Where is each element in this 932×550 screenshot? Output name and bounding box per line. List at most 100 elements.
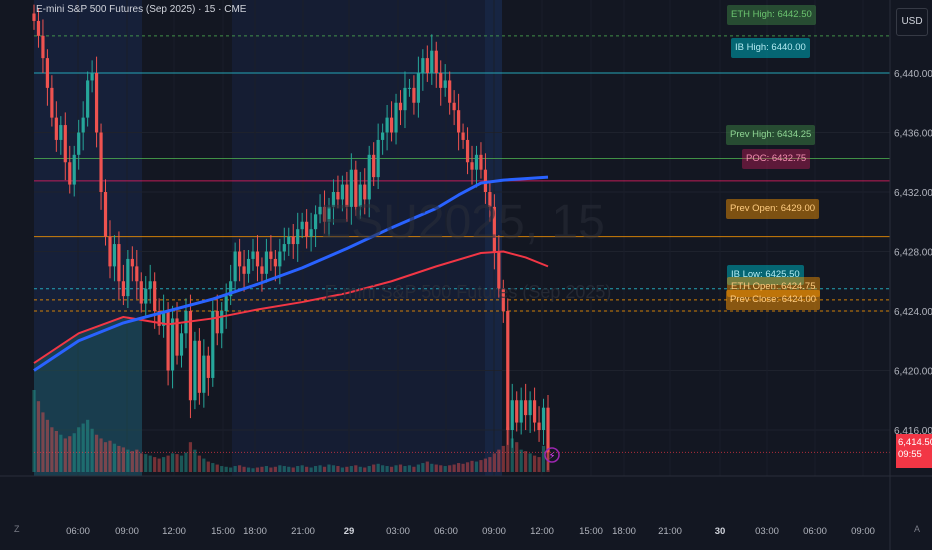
- volume-bar: [443, 466, 447, 472]
- volume-bar: [32, 390, 36, 472]
- candle-body: [296, 229, 300, 245]
- volume-bar: [233, 466, 237, 472]
- volume-bar: [515, 442, 519, 472]
- candle-body: [260, 266, 264, 274]
- candle-body: [94, 73, 99, 133]
- candle-body: [255, 251, 260, 267]
- volume-bar: [541, 445, 546, 472]
- candle-body: [546, 407, 550, 453]
- volume-bar: [68, 436, 72, 472]
- volume-bar: [448, 465, 452, 472]
- volume-bar: [103, 442, 108, 472]
- volume-bar: [94, 434, 99, 472]
- alert-icon[interactable]: ⚡: [544, 447, 560, 463]
- volume-bar: [36, 401, 41, 472]
- volume-bar: [135, 449, 139, 472]
- candle-body: [148, 281, 152, 289]
- volume-bar: [470, 460, 474, 472]
- candle-body: [519, 400, 523, 423]
- time-tick: 29: [344, 526, 355, 537]
- candle-body: [121, 281, 125, 297]
- candle-body: [398, 102, 403, 111]
- candle-body: [407, 87, 412, 89]
- candle-body: [63, 125, 67, 163]
- candle-body: [416, 73, 420, 103]
- volume-bar: [322, 466, 327, 472]
- candle-body: [394, 102, 398, 133]
- volume-bar: [354, 465, 358, 472]
- volume-bar: [41, 412, 45, 472]
- volume-bar: [474, 461, 479, 472]
- candle-body: [157, 311, 161, 326]
- volume-bar: [497, 449, 501, 472]
- candle-body: [300, 221, 304, 230]
- candle-body: [162, 311, 166, 326]
- candle-body: [425, 58, 429, 73]
- volume-bar: [403, 466, 407, 472]
- volume-bar: [211, 463, 215, 472]
- volume-bar: [197, 455, 201, 472]
- volume-bar: [273, 466, 277, 472]
- candle-body: [515, 400, 519, 423]
- volume-bar: [537, 457, 541, 472]
- level-label: Prev Open: 6429.00: [726, 199, 820, 219]
- volume-bar: [318, 465, 322, 472]
- volume-bar: [99, 438, 103, 472]
- volume-bar: [372, 464, 376, 472]
- volume-bar: [260, 466, 264, 472]
- volume-bar: [519, 449, 523, 472]
- volume-bar: [394, 465, 398, 472]
- candle-body: [474, 154, 479, 170]
- candle-body: [372, 154, 376, 178]
- candle-body: [305, 221, 309, 237]
- volume-bar: [264, 466, 269, 472]
- candle-body: [412, 87, 416, 103]
- volume-bar: [389, 466, 394, 472]
- candle-body: [269, 251, 273, 259]
- volume-bar: [246, 467, 251, 472]
- candle-body: [524, 400, 528, 416]
- price-tick: 6,424.00: [894, 307, 932, 318]
- time-tick: 09:00: [482, 526, 506, 537]
- time-tick: 03:00: [755, 526, 779, 537]
- candle-body: [376, 139, 380, 178]
- volume-bar: [412, 466, 416, 472]
- volume-bar: [175, 454, 179, 472]
- volume-bar: [255, 467, 260, 472]
- currency-button[interactable]: USD: [896, 8, 928, 36]
- volume-bar: [345, 466, 349, 472]
- candle-body: [287, 236, 291, 245]
- volume-bar: [193, 449, 197, 472]
- volume-bar: [153, 457, 157, 472]
- ema-area-fill: [34, 316, 142, 476]
- volume-bar: [282, 466, 286, 472]
- candle-body: [36, 20, 41, 36]
- volume-bar: [425, 461, 429, 472]
- timezone-button[interactable]: Z: [14, 524, 20, 534]
- last-price-value: 6,414.50: [898, 437, 932, 448]
- candle-body: [251, 251, 255, 259]
- volume-bar: [434, 464, 438, 472]
- candle-body: [238, 251, 242, 267]
- volume-bar: [90, 428, 94, 472]
- time-tick: 06:00: [803, 526, 827, 537]
- price-tick: 6,440.00: [894, 69, 932, 80]
- svg-text:⚡: ⚡: [548, 451, 555, 462]
- candle-body: [175, 318, 179, 356]
- volume-bar: [278, 465, 282, 472]
- candle-body: [139, 281, 143, 304]
- time-tick: 03:00: [386, 526, 410, 537]
- volume-bar: [117, 445, 121, 472]
- candle-body: [108, 236, 112, 267]
- volume-bar: [331, 465, 336, 472]
- level-label: POC: 6432.75: [742, 149, 811, 169]
- candle-body: [170, 318, 175, 371]
- volume-bar: [296, 466, 300, 472]
- volume-bar: [148, 455, 152, 472]
- candle-body: [81, 117, 85, 133]
- time-axis[interactable]: 06:00 09:00 12:00 15:00 18:00 21:00 29 03:00 06:…: [66, 526, 875, 537]
- level-label: ETH High: 6442.50: [727, 5, 816, 25]
- price-axis[interactable]: 6,440.00 6,436.00 6,432.00 6,428.00 6,424.00…: [894, 69, 932, 437]
- auto-scale-button[interactable]: A: [914, 524, 921, 534]
- volume-bar: [528, 453, 532, 472]
